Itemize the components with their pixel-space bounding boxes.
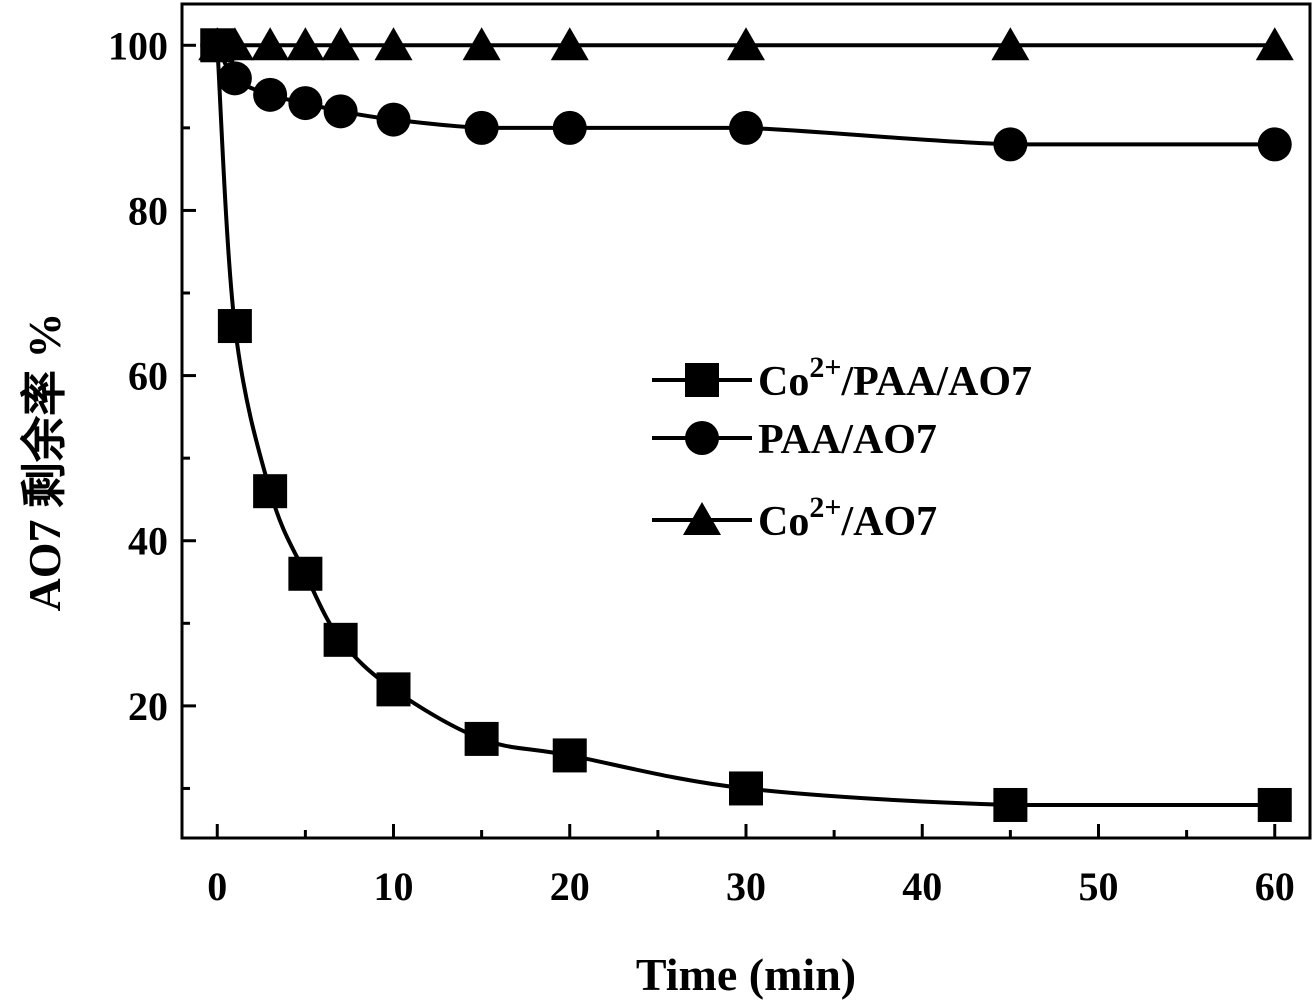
data-point-square [253, 474, 288, 509]
x-tick-label: 40 [902, 864, 942, 909]
series-layer [198, 27, 1294, 822]
data-point-circle [288, 86, 323, 121]
data-point-square [323, 622, 358, 657]
data-point-triangle [321, 27, 360, 61]
legend-item: Co2+/PAA/AO7 [652, 351, 1032, 405]
data-point-circle [993, 127, 1028, 162]
y-axis-title: AO7 剩余率 % [19, 313, 70, 612]
series-square [200, 28, 1292, 822]
data-point-square [552, 738, 587, 773]
data-point-triangle [1255, 27, 1294, 61]
x-tick-label: 60 [1255, 864, 1295, 909]
data-point-triangle [286, 27, 325, 61]
data-point-triangle [462, 27, 501, 61]
data-point-triangle [727, 27, 765, 61]
data-point-triangle [550, 27, 589, 61]
y-tick-label: 100 [108, 23, 168, 68]
y-tick-label: 20 [128, 684, 168, 729]
data-point-triangle [374, 27, 413, 61]
legend-marker-triangle [683, 502, 721, 535]
data-point-circle [552, 110, 587, 145]
legend-item: PAA/AO7 [652, 417, 937, 463]
data-point-triangle [251, 27, 290, 61]
legend-marker-square [685, 363, 719, 397]
data-point-triangle [215, 27, 254, 61]
legend-marker-circle [685, 421, 719, 455]
data-point-circle [323, 94, 358, 129]
data-point-circle [253, 77, 288, 112]
x-tick-label: 30 [726, 864, 766, 909]
data-point-circle [1257, 127, 1292, 162]
y-axis: 20 40 60 80 100 [108, 23, 196, 790]
data-point-circle [217, 61, 252, 96]
x-tick-label: 0 [207, 864, 227, 909]
data-point-square [376, 672, 411, 707]
x-tick-label: 10 [374, 864, 414, 909]
legend-label: Co2+/PAA/AO7 [758, 351, 1032, 405]
data-point-square [993, 787, 1028, 822]
x-tick-label: 50 [1079, 864, 1119, 909]
data-point-square [217, 309, 252, 344]
data-point-square [729, 771, 763, 806]
y-tick-label: 80 [128, 188, 168, 233]
data-point-square [288, 556, 323, 591]
data-point-circle [729, 110, 763, 145]
x-axis: 0 10 20 30 40 50 60 [207, 824, 1295, 909]
data-point-triangle [991, 27, 1030, 61]
y-tick-label: 40 [128, 519, 168, 564]
legend: Co2+/PAA/AO7 PAA/AO7 Co2+/AO7 [652, 351, 1032, 545]
data-point-square [464, 721, 499, 756]
data-point-square [1257, 787, 1292, 822]
legend-item: Co2+/AO7 [652, 491, 937, 545]
data-point-circle [376, 102, 411, 137]
x-axis-title: Time (min) [636, 949, 856, 1000]
legend-label: Co2+/AO7 [758, 491, 937, 545]
y-tick-label: 60 [128, 354, 168, 399]
legend-label: PAA/AO7 [758, 417, 937, 463]
data-point-circle [464, 110, 499, 145]
x-tick-label: 20 [550, 864, 590, 909]
series-line [215, 45, 1275, 807]
series-triangle [198, 27, 1294, 61]
